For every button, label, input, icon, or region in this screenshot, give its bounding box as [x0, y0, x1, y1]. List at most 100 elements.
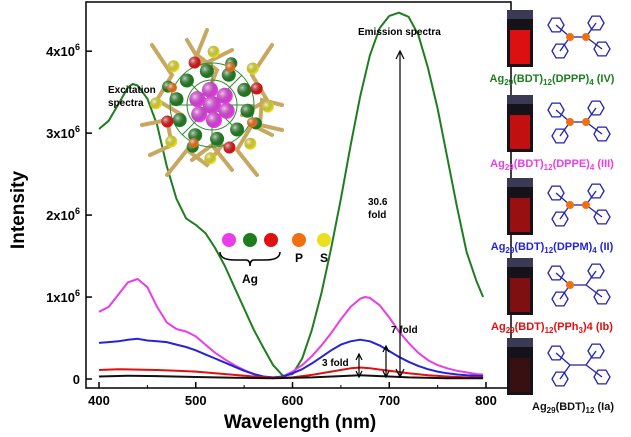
sample-label: Ag29(BDT)12(DPPM)4 (II)	[491, 241, 614, 255]
vial-emission	[510, 278, 530, 312]
sample-label-part: 29	[547, 406, 556, 415]
sample-label-part: Ag	[491, 321, 506, 333]
y-tick-label: 3x106	[46, 124, 80, 141]
sample-label-part: 12	[544, 246, 553, 255]
sample-label-part: Ag	[491, 241, 506, 253]
vial-emission	[510, 358, 530, 392]
sample-label: Ag29(BDT)12(DPPE)4 (III)	[490, 158, 614, 172]
x-tick-label: 700	[378, 393, 400, 408]
series-layer	[98, 11, 485, 380]
cluster-atoms	[150, 45, 274, 165]
atom-shine	[167, 82, 177, 93]
ligand-structure	[547, 343, 611, 387]
atom-shine	[262, 100, 274, 113]
key-s-ball	[317, 233, 331, 247]
y-tick-exponent: 6	[75, 288, 80, 298]
atom-shine	[169, 92, 184, 107]
key-ag-label: Ag	[242, 272, 258, 286]
excitation-label-line2: spectra	[108, 98, 144, 109]
key-ag-red-ball	[264, 233, 278, 247]
sample-row: Ag29(BDT)12(DPPE)4 (III)	[490, 95, 614, 172]
y-tick-base: 0	[73, 372, 80, 387]
phenyl-ring	[551, 211, 569, 227]
series-line-3	[98, 337, 484, 379]
sample-label-part: (IV)	[594, 73, 615, 85]
atom-shine	[250, 82, 263, 95]
atom-shine	[210, 131, 225, 146]
atom-key: Ag P S	[219, 233, 331, 286]
fold-30-line1: 30.6	[368, 197, 388, 208]
sample-label-part: Ag	[490, 73, 505, 85]
phenyl-ring	[551, 291, 569, 307]
atom-shine	[237, 82, 252, 97]
atom-shine	[161, 115, 174, 128]
phenyl-ring	[551, 128, 569, 144]
phenyl-ring	[587, 263, 605, 279]
sample-label-part: 12	[586, 406, 595, 415]
sample-label-part: 12	[544, 163, 553, 172]
vial-cap	[507, 258, 533, 267]
phenyl-ring	[593, 289, 611, 305]
atom-shine	[244, 137, 257, 150]
phosphorus-atom	[566, 33, 574, 41]
sample-label-part: (Ia)	[594, 401, 614, 413]
phenyl-ring	[547, 102, 565, 118]
sample-label-part: Ag	[532, 401, 547, 413]
ligand-structure	[547, 100, 611, 144]
ligand-bonds	[555, 350, 603, 380]
sample-label-part: 12	[543, 78, 552, 87]
x-tick-label: 500	[185, 393, 207, 408]
atom-shine	[246, 62, 259, 75]
sample-panel: Ag29(BDT)12(DPPP)4 (IV) Ag29(BDT)12(DPPE)…	[490, 10, 615, 415]
phosphorus-atom	[582, 33, 590, 41]
sample-label-part: 29	[506, 326, 515, 335]
sample-label-part: (II)	[597, 241, 614, 253]
arrow-30-head-top	[395, 49, 405, 60]
atom-shine	[216, 87, 233, 104]
atom-shine	[189, 91, 206, 108]
atom-shine	[223, 141, 236, 154]
sample-label-part: )4 (Ib)	[583, 321, 613, 333]
atom-shine	[203, 96, 221, 114]
sample-label-part: 4	[592, 246, 597, 255]
phenyl-ring	[551, 43, 569, 59]
phenyl-ring	[547, 185, 565, 201]
key-ag-brace	[219, 251, 281, 267]
sample-label: Ag29(BDT)12 (Ia)	[532, 401, 614, 415]
phosphorus-atom	[566, 281, 574, 289]
sample-label-part: (III)	[594, 158, 614, 170]
atom-shine	[206, 112, 222, 129]
emission-label: Emission spectra	[358, 27, 441, 38]
atom-shine	[150, 97, 162, 110]
phenyl-ring	[593, 41, 611, 57]
atom-shine	[172, 113, 187, 128]
fold-arrows	[355, 49, 405, 379]
ligand-structure	[547, 15, 611, 59]
ligand-structure	[547, 263, 611, 307]
sample-label-part: 29	[505, 246, 514, 255]
sample-row: Ag29(BDT)12(DPPP)4 (IV)	[490, 10, 615, 87]
y-tick-exponent: 6	[75, 42, 80, 52]
sample-label-part: 12	[545, 326, 554, 335]
key-p-label: P	[295, 251, 303, 265]
arrow-30-head-bottom	[395, 368, 405, 379]
atom-shine	[202, 81, 218, 98]
arrow-3-head-top	[355, 352, 363, 361]
sample-label-part: (BDT)	[514, 158, 544, 170]
phenyl-ring	[547, 265, 565, 281]
atom-shine	[199, 64, 214, 79]
vial-cap	[507, 10, 533, 19]
phenyl-ring	[593, 209, 611, 225]
y-tick-exponent: 6	[75, 124, 80, 134]
y-tick-base: 3x10	[46, 126, 75, 141]
phosphorus-atom	[582, 201, 590, 209]
sample-label-part: (BDT)	[513, 73, 543, 85]
series-line-5	[98, 374, 484, 380]
sample-label-part: 29	[504, 78, 513, 87]
sample-row: Ag29(BDT)12(PPh3)4 (Ib)	[491, 258, 613, 335]
atom-shine	[179, 73, 194, 88]
atom-shine	[188, 56, 201, 69]
x-tick-label: 800	[475, 393, 497, 408]
series-line-2	[98, 278, 484, 380]
sample-label-part: 4	[590, 163, 595, 172]
